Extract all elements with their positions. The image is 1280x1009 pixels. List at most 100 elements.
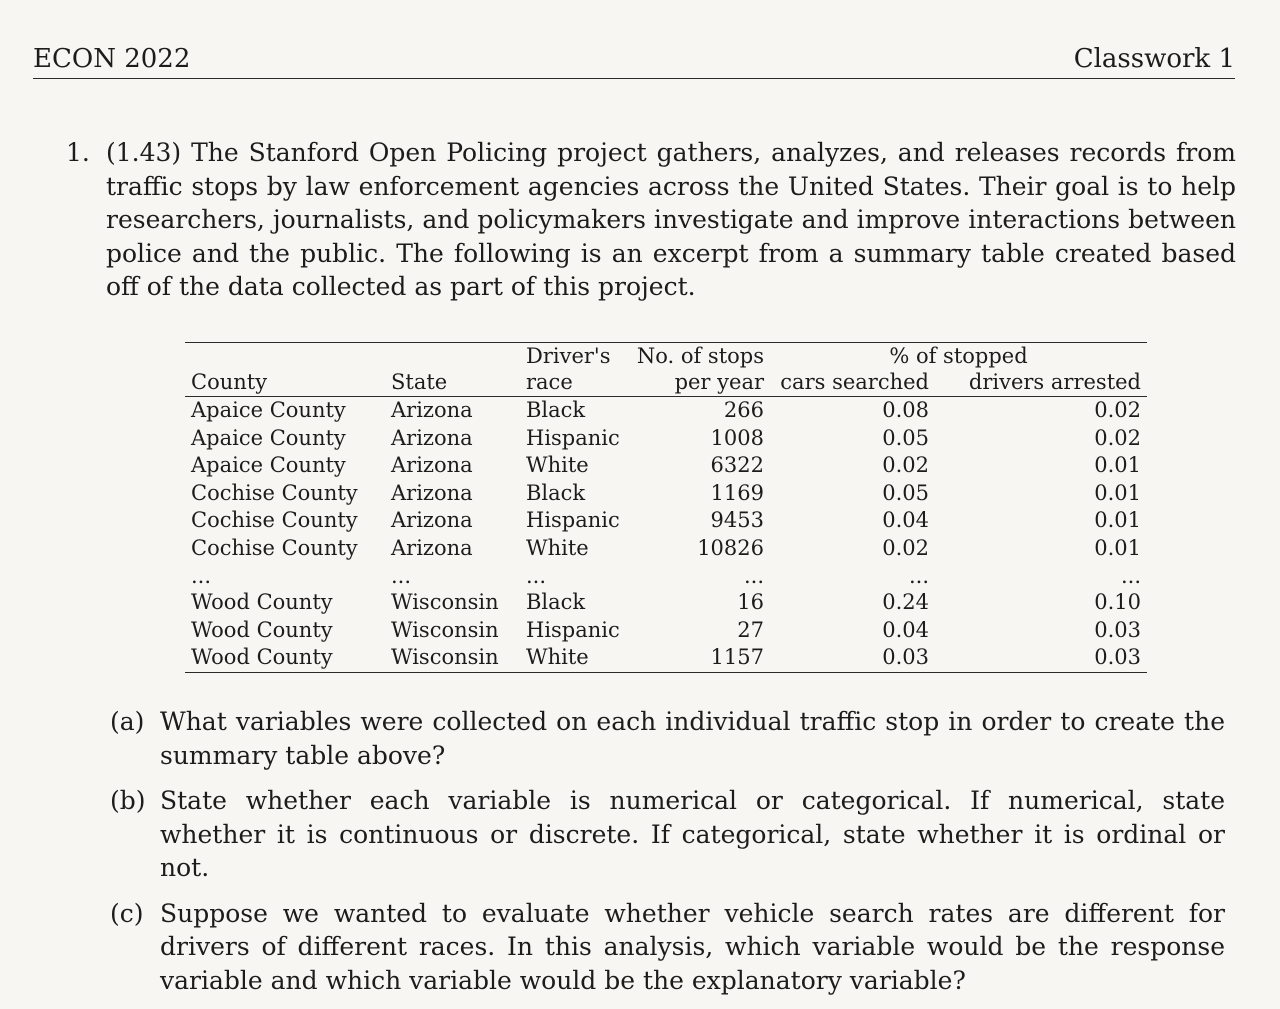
cell-arrested: 0.01 xyxy=(1094,480,1141,505)
cell-county: Wood County xyxy=(191,590,333,614)
cell-county: ... xyxy=(191,563,212,588)
header-county: County xyxy=(185,369,385,397)
cell-state: ... xyxy=(391,563,412,588)
table-row: Cochise County Arizona White 10826 0.02 … xyxy=(185,535,1147,563)
header-stops-top: No. of stops xyxy=(636,344,764,368)
cell-stops: 6322 xyxy=(710,453,764,477)
table-row: Apaice County Arizona White 6322 0.02 0.… xyxy=(185,452,1147,480)
cell-state: Arizona xyxy=(391,398,473,422)
subquestions: (a) What variables were collected on eac… xyxy=(110,705,1225,1009)
cell-state: Arizona xyxy=(391,453,473,477)
table-header-row-top: Driver's No. of stops % of stopped xyxy=(185,343,1147,369)
page-header: ECON 2022 Classwork 1 xyxy=(33,40,1235,79)
cell-searched: 0.04 xyxy=(882,617,929,642)
cell-county: Apaice County xyxy=(191,398,346,422)
subquestion-a: (a) What variables were collected on eac… xyxy=(110,705,1225,772)
header-state: State xyxy=(385,369,520,397)
cell-race: Hispanic xyxy=(526,617,620,642)
header-arrested: drivers arrested xyxy=(935,369,1147,397)
subquestion-b: (b) State whether each variable is numer… xyxy=(110,784,1225,885)
cell-arrested: 0.03 xyxy=(1094,645,1141,669)
cell-stops: 1008 xyxy=(710,425,764,450)
cell-searched: 0.04 xyxy=(882,508,929,532)
cell-state: Wisconsin xyxy=(391,617,499,642)
cell-county: Apaice County xyxy=(191,425,346,450)
subquestion-text: What variables were collected on each in… xyxy=(160,707,1225,770)
cell-stops: 1169 xyxy=(710,480,764,505)
table-row: Wood County Wisconsin White 1157 0.03 0.… xyxy=(185,644,1147,672)
cell-race: White xyxy=(526,645,589,669)
cell-searched: 0.02 xyxy=(882,453,929,477)
cell-county: Cochise County xyxy=(191,535,358,560)
cell-stops: 9453 xyxy=(710,508,764,532)
subquestion-label: (b) xyxy=(110,786,146,815)
header-pct-stopped: % of stopped xyxy=(889,344,1028,368)
cell-arrested: 0.01 xyxy=(1094,535,1141,560)
cell-state: Arizona xyxy=(391,508,473,532)
cell-arrested: 0.01 xyxy=(1094,508,1141,532)
table-row: Cochise County Arizona Black 1169 0.05 0… xyxy=(185,480,1147,508)
cell-race: ... xyxy=(526,563,547,588)
cell-searched: ... xyxy=(908,563,929,588)
cell-arrested: 0.02 xyxy=(1094,425,1141,450)
cell-county: Apaice County xyxy=(191,453,346,477)
subquestion-text: Suppose we wanted to evaluate whether ve… xyxy=(160,898,1225,995)
cell-race: Hispanic xyxy=(526,508,620,532)
cell-arrested: 0.01 xyxy=(1094,453,1141,477)
cell-race: Black xyxy=(526,590,586,614)
cell-searched: 0.05 xyxy=(882,480,929,505)
cell-arrested: 0.02 xyxy=(1094,398,1141,422)
problem-1: 1. (1.43) The Stanford Open Policing pro… xyxy=(66,136,1236,304)
cell-searched: 0.02 xyxy=(882,535,929,560)
table-row: Wood County Wisconsin Black 16 0.24 0.10 xyxy=(185,589,1147,617)
cell-searched: 0.03 xyxy=(882,645,929,669)
assignment-title: Classwork 1 xyxy=(1073,44,1235,74)
cell-county: Wood County xyxy=(191,645,333,669)
cell-arrested: 0.10 xyxy=(1094,590,1141,614)
summary-table: Driver's No. of stops % of stopped Count… xyxy=(185,343,1147,672)
cell-county: Cochise County xyxy=(191,480,358,505)
table-row: Apaice County Arizona Hispanic 1008 0.05… xyxy=(185,425,1147,453)
cell-state: Arizona xyxy=(391,425,473,450)
cell-searched: 0.24 xyxy=(882,590,929,614)
cell-race: Black xyxy=(526,398,586,422)
course-title: ECON 2022 xyxy=(33,44,191,74)
cell-race: White xyxy=(526,453,589,477)
table-row-ellipsis: ... ... ... ... ... ... xyxy=(185,562,1147,589)
table-header-row-bottom: County State race per year cars searched… xyxy=(185,369,1147,397)
header-county-top xyxy=(185,343,385,369)
cell-stops: 16 xyxy=(737,590,764,614)
cell-stops: 1157 xyxy=(710,645,764,669)
header-stops: per year xyxy=(630,369,770,397)
cell-state: Wisconsin xyxy=(391,590,499,614)
cell-race: Black xyxy=(526,480,586,505)
header-searched: cars searched xyxy=(770,369,935,397)
summary-table-wrapper: Driver's No. of stops % of stopped Count… xyxy=(185,342,1147,673)
header-state-top xyxy=(385,343,520,369)
header-race-top: Driver's xyxy=(526,344,611,368)
table-row: Apaice County Arizona Black 266 0.08 0.0… xyxy=(185,397,1147,425)
cell-race: White xyxy=(526,535,589,560)
cell-county: Wood County xyxy=(191,617,333,642)
header-race: race xyxy=(520,369,630,397)
cell-state: Arizona xyxy=(391,535,473,560)
cell-stops: ... xyxy=(743,563,764,588)
cell-searched: 0.05 xyxy=(882,425,929,450)
subquestion-c: (c) Suppose we wanted to evaluate whethe… xyxy=(110,897,1225,998)
problem-text: (1.43) The Stanford Open Policing projec… xyxy=(106,138,1236,301)
cell-race: Hispanic xyxy=(526,425,620,450)
cell-arrested: ... xyxy=(1120,563,1141,588)
subquestion-label: (c) xyxy=(110,898,144,928)
cell-stops: 27 xyxy=(737,617,764,642)
subquestion-label: (a) xyxy=(110,707,145,736)
cell-county: Cochise County xyxy=(191,508,358,532)
cell-arrested: 0.03 xyxy=(1094,617,1141,642)
cell-stops: 10826 xyxy=(697,535,764,560)
cell-state: Wisconsin xyxy=(391,645,499,669)
cell-searched: 0.08 xyxy=(882,398,929,422)
problem-number: 1. xyxy=(66,138,90,167)
table-row: Wood County Wisconsin Hispanic 27 0.04 0… xyxy=(185,617,1147,645)
cell-state: Arizona xyxy=(391,480,473,505)
subquestion-text: State whether each variable is numerical… xyxy=(160,786,1225,882)
table-row: Cochise County Arizona Hispanic 9453 0.0… xyxy=(185,507,1147,535)
